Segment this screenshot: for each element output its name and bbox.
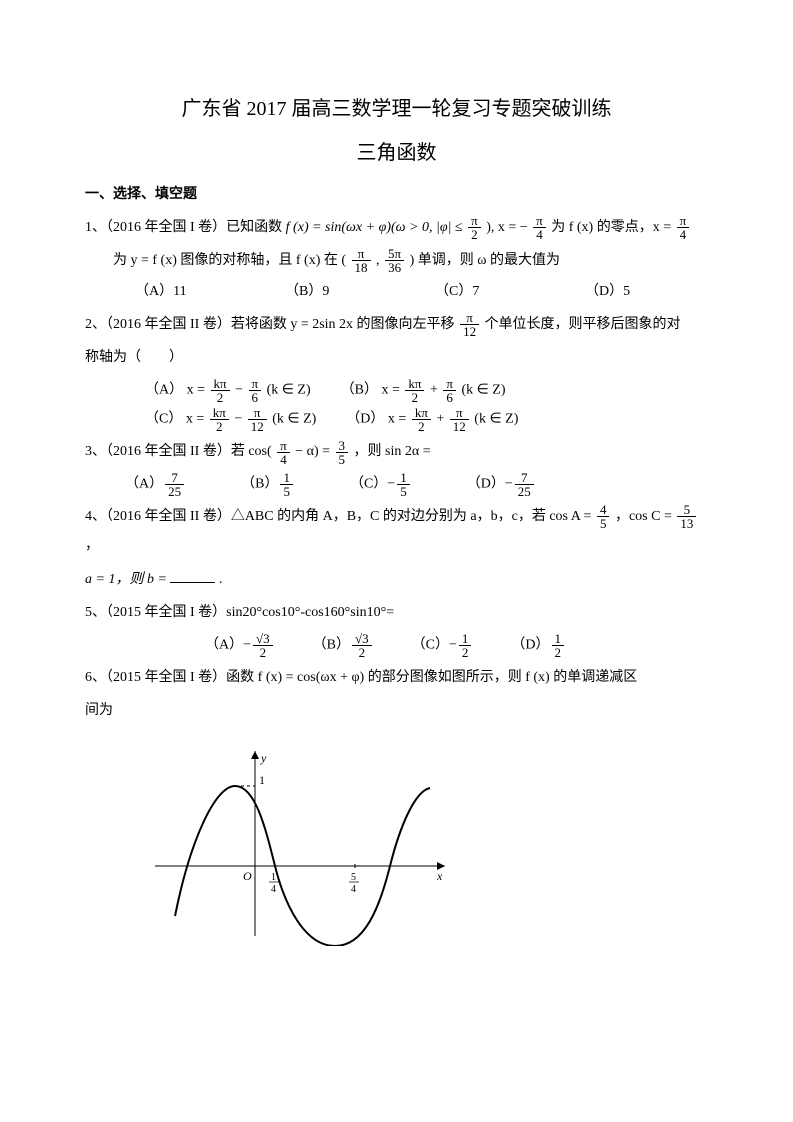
q3-mid: − α) =: [295, 444, 333, 459]
y-axis-label: y: [260, 751, 267, 765]
q5-optA: （A）−√32: [205, 632, 275, 659]
q5-options: （A）−√32 （B）√32 （C）−12 （D）12: [205, 632, 708, 659]
q1-optA: （A）11: [135, 279, 245, 306]
y-tick-1: 1: [259, 773, 265, 787]
cosine-graph: 1 O y x 1 4 5 4: [145, 736, 708, 957]
q1-optB: （B）9: [285, 279, 395, 306]
q1-options: （A）11 （B）9 （C）7 （D）5: [135, 279, 708, 306]
question-5: 5、（2015 年全国 I 卷）sin20°cos10°-cos160°sin1…: [85, 598, 708, 627]
q2-l1b: 个单位长度，则平移后图象的对: [485, 317, 681, 332]
q1-optC: （C）7: [435, 279, 545, 306]
q4-tail: ，: [85, 538, 99, 553]
title-line1: 广东省 2017 届高三数学理一轮复习专题突破训练: [85, 90, 708, 128]
frac-pi-12: π12: [460, 311, 479, 338]
question-3: 3、（2016 年全国 II 卷）若 cos( π4 − α) = 35 ，则 …: [85, 437, 708, 466]
y-arrow-icon: [251, 751, 259, 759]
q2-options-row2: （C） x = kπ2 − π12 (k ∈ Z) （D） x = kπ2 + …: [145, 406, 708, 433]
q1-optD: （D）5: [585, 279, 695, 306]
section-heading: 一、选择、填空题: [85, 182, 708, 209]
tick-54-den: 4: [351, 884, 356, 895]
tick-14-den: 4: [271, 884, 276, 895]
q1-mid1: ), x = −: [486, 220, 527, 235]
q2-optB: （B） x = kπ2 + π6 (k ∈ Z): [341, 377, 506, 404]
q3-optD: （D）−725: [467, 471, 536, 498]
frac-pi-4c: π4: [277, 439, 290, 466]
tick-14-num: 1: [271, 872, 276, 883]
q3-l1a: 3、（2016 年全国 II 卷）若 cos(: [85, 444, 272, 459]
q4-l2a: a = 1，则 b =: [85, 572, 170, 587]
q1-mid2: 为 f (x) 的零点，x =: [551, 220, 674, 235]
title-line2: 三角函数: [85, 134, 708, 172]
x-axis-label: x: [436, 869, 443, 883]
q5-optC: （C）−12: [412, 632, 474, 659]
question-1: 1、（2016 年全国 I 卷）已知函数 f (x) = sin(ωx + φ)…: [85, 213, 708, 242]
q1-comma: ,: [376, 253, 383, 268]
q3-optB: （B）15: [241, 471, 295, 498]
q1-text: 1、（2016 年全国 I 卷）已知函数: [85, 220, 286, 235]
frac-4-5: 45: [597, 503, 610, 530]
graph-svg: 1 O y x 1 4 5 4: [145, 736, 465, 946]
q4-line2: a = 1，则 b = .: [85, 565, 708, 594]
q3-optA: （A）725: [125, 471, 186, 498]
page: 广东省 2017 届高三数学理一轮复习专题突破训练 三角函数 一、选择、填空题 …: [0, 0, 793, 996]
q2-l1a: 2、（2016 年全国 II 卷）若将函数 y = 2sin 2x 的图像向左平…: [85, 317, 458, 332]
question-4: 4、（2016 年全国 II 卷）△ABC 的内角 A，B，C 的对边分别为 a…: [85, 502, 708, 561]
q1-l2a: 为 y = f (x) 图像的对称轴，且 f (x) 在 (: [113, 253, 346, 268]
tick-54-num: 5: [351, 872, 356, 883]
q3-l1b: ，则 sin 2α =: [354, 444, 431, 459]
frac-pi-4b: π4: [677, 214, 690, 241]
q1-l2b: ) 单调，则 ω 的最大值为: [410, 253, 560, 268]
q2-optC: （C） x = kπ2 − π12 (k ∈ Z): [145, 406, 316, 433]
q3-optC: （C）−15: [350, 471, 412, 498]
question-2: 2、（2016 年全国 II 卷）若将函数 y = 2sin 2x 的图像向左平…: [85, 310, 708, 339]
q2-optD: （D） x = kπ2 + π12 (k ∈ Z): [346, 406, 518, 433]
q2-options-row1: （A） x = kπ2 − π6 (k ∈ Z) （B） x = kπ2 + π…: [145, 377, 708, 404]
q5-optB: （B）√32: [313, 632, 374, 659]
frac-5-13: 513: [677, 503, 696, 530]
frac-pi-18: π18: [352, 247, 371, 274]
question-6-line2: 间为: [85, 696, 708, 725]
origin-label: O: [243, 869, 252, 883]
q4-l2b: .: [219, 572, 223, 587]
q5-optD: （D）12: [511, 632, 566, 659]
frac-5pi-36: 5π36: [385, 247, 404, 274]
q1-func: f (x) = sin(ωx + φ)(ω > 0, |φ| ≤: [286, 220, 466, 235]
frac-3-5: 35: [336, 439, 349, 466]
frac-pi-2: π2: [468, 214, 481, 241]
frac-pi-4a: π4: [533, 214, 546, 241]
q1-line2: 为 y = f (x) 图像的对称轴，且 f (x) 在 ( π18 , 5π3…: [113, 246, 708, 275]
q2-optA: （A） x = kπ2 − π6 (k ∈ Z): [145, 377, 311, 404]
q4-mid1: ，cos C =: [615, 509, 675, 524]
q2-line2: 称轴为（ ）: [85, 343, 708, 372]
q3-options: （A）725 （B）15 （C）−15 （D）−725: [125, 471, 708, 498]
q4-l1a: 4、（2016 年全国 II 卷）△ABC 的内角 A，B，C 的对边分别为 a…: [85, 509, 595, 524]
fill-blank: [170, 568, 215, 583]
question-6-line1: 6、（2015 年全国 I 卷）函数 f (x) = cos(ωx + φ) 的…: [85, 663, 708, 692]
